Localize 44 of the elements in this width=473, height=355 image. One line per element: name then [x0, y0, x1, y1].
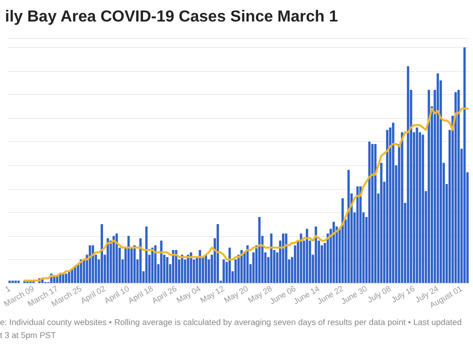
bar — [368, 142, 371, 283]
bar — [100, 224, 103, 283]
bar — [222, 259, 225, 283]
bar — [347, 170, 350, 283]
bar — [457, 90, 460, 283]
bar — [154, 245, 157, 283]
bar — [216, 224, 219, 283]
bar — [380, 162, 382, 283]
bar — [172, 250, 174, 283]
bar — [175, 250, 178, 283]
bar — [62, 274, 64, 283]
bar — [151, 248, 154, 283]
bar — [332, 222, 335, 283]
bar — [436, 73, 439, 283]
bar — [68, 271, 70, 283]
bar — [386, 130, 388, 283]
chart-title: ily Bay Area COVID-19 Cases Since March 1 — [5, 8, 338, 26]
bar — [282, 234, 284, 283]
bar — [65, 274, 68, 283]
bar — [127, 236, 130, 283]
bar — [106, 238, 109, 283]
bar — [454, 92, 457, 283]
bar — [160, 240, 162, 283]
bar — [166, 257, 168, 283]
bar — [314, 226, 318, 283]
bar — [116, 234, 118, 283]
bar — [336, 226, 338, 283]
bar — [112, 236, 115, 283]
bar — [392, 122, 394, 283]
bar — [204, 254, 208, 283]
bar — [371, 144, 374, 283]
text: t 3 at 5pm PST — [0, 330, 56, 340]
bar — [258, 217, 261, 283]
text: e: Individual county websites • Rolling average is calculated by averaging seven days of results per data point • Last updated — [0, 317, 462, 327]
bar — [428, 90, 430, 283]
bar — [270, 234, 272, 283]
bar — [180, 254, 184, 283]
bar — [341, 198, 344, 283]
bar — [400, 132, 404, 283]
bar — [285, 234, 288, 283]
bar — [70, 268, 74, 283]
x-tick-label: 1 — [4, 284, 12, 294]
bar — [374, 144, 377, 283]
bar — [228, 248, 231, 283]
